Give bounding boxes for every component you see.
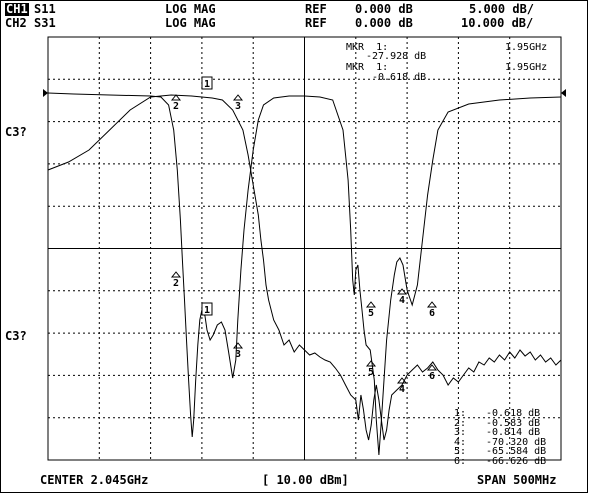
marker-5-ch1[interactable]: 5 bbox=[365, 301, 377, 319]
marker-4-ch1[interactable]: 4 bbox=[396, 288, 408, 306]
ch2-param: S31 bbox=[34, 16, 56, 30]
ch2-tag[interactable]: CH2 bbox=[5, 16, 27, 30]
ch1-format: LOG MAG bbox=[165, 2, 216, 16]
marker-table-id: 1: bbox=[454, 408, 467, 419]
mkr1-label-ch1: MKR 1: bbox=[346, 42, 389, 53]
graticule bbox=[47, 36, 562, 461]
marker-6-ch2[interactable]: 6 bbox=[426, 364, 438, 382]
marker-table-id: 4: bbox=[454, 436, 467, 448]
marker-3-ch1[interactable]: 3 bbox=[232, 342, 244, 360]
side-label-upper: C3? bbox=[5, 125, 27, 139]
marker-label: 1 bbox=[204, 305, 210, 316]
side-label-lower: C3? bbox=[5, 329, 27, 343]
ch1-ref-value: 0.000 dB bbox=[355, 2, 413, 16]
mkr1-label-ch2: MKR 1: bbox=[346, 62, 389, 73]
marker-table-id: 5: bbox=[454, 446, 467, 457]
marker-label: 4 bbox=[399, 384, 405, 395]
mkr1-freq-ch2: 1.95GHz bbox=[505, 62, 548, 73]
marker-3-ch2[interactable]: 3 bbox=[232, 94, 244, 112]
marker-1-ch2[interactable]: 1 bbox=[201, 76, 213, 90]
trace-ch1-s11 bbox=[47, 92, 562, 456]
ch2-scale: 10.000 dB/ bbox=[461, 16, 534, 30]
footer-power: [ 10.00 dBm] bbox=[262, 473, 349, 487]
ch2-ref-value: 0.000 dB bbox=[355, 16, 413, 30]
marker-label: 5 bbox=[368, 308, 374, 319]
trace-ch2-s31 bbox=[47, 94, 562, 441]
marker-label: 2 bbox=[173, 101, 179, 112]
marker-label: 4 bbox=[399, 295, 405, 306]
ch1-scale: 5.000 dB/ bbox=[469, 2, 535, 16]
marker-label: 6 bbox=[429, 308, 435, 319]
marker-label: 2 bbox=[173, 278, 179, 289]
mkr1-freq-ch1: 1.95GHz bbox=[505, 42, 548, 53]
marker-2-ch1[interactable]: 2 bbox=[170, 271, 182, 289]
marker-table-value: -65.584 dB bbox=[486, 446, 547, 457]
marker-table-value: -0.814 dB bbox=[486, 427, 541, 438]
marker-table-value: -0.618 dB bbox=[486, 408, 541, 419]
marker-2-ch2[interactable]: 2 bbox=[170, 94, 182, 112]
marker-6-ch1[interactable]: 6 bbox=[426, 301, 438, 319]
marker-group: 1 2 3 1 2 3 4 5 6 4 5 6 bbox=[170, 76, 438, 395]
marker-label: 1 bbox=[204, 79, 210, 90]
reference-pointers bbox=[43, 89, 566, 97]
marker-table-value: -0.583 dB bbox=[486, 417, 541, 429]
marker-table-id: 3: bbox=[454, 427, 467, 438]
marker-4-ch2[interactable]: 4 bbox=[396, 377, 408, 395]
ref-pointer-left bbox=[43, 89, 48, 97]
marker-table-value: -70.320 dB bbox=[486, 436, 547, 448]
mkr1-value-ch1: -27.928 dB bbox=[366, 51, 427, 62]
ch1-tag[interactable]: CH1 bbox=[5, 2, 29, 16]
marker-table-id: 6: bbox=[454, 455, 467, 467]
footer-span: SPAN 500MHz bbox=[477, 473, 557, 487]
marker-5-ch2[interactable]: 5 bbox=[365, 360, 377, 378]
marker-label: 3 bbox=[235, 101, 241, 112]
marker-label: 3 bbox=[235, 349, 241, 360]
marker-label: 6 bbox=[429, 371, 435, 382]
ch2-ref-label: REF bbox=[305, 16, 327, 30]
marker-table-value: -66.626 dB bbox=[486, 455, 547, 467]
marker-table-id: 2: bbox=[454, 417, 467, 429]
footer-center: CENTER 2.045GHz bbox=[40, 473, 149, 487]
mkr1-value-ch2: -0.618 dB bbox=[372, 72, 427, 83]
ch1-param: S11 bbox=[34, 2, 56, 16]
marker-1-ch1[interactable]: 1 bbox=[201, 302, 213, 316]
ch2-format: LOG MAG bbox=[165, 16, 216, 30]
ref-pointer-right bbox=[561, 89, 566, 97]
marker-label: 5 bbox=[368, 367, 374, 378]
ch1-ref-label: REF bbox=[305, 2, 327, 16]
